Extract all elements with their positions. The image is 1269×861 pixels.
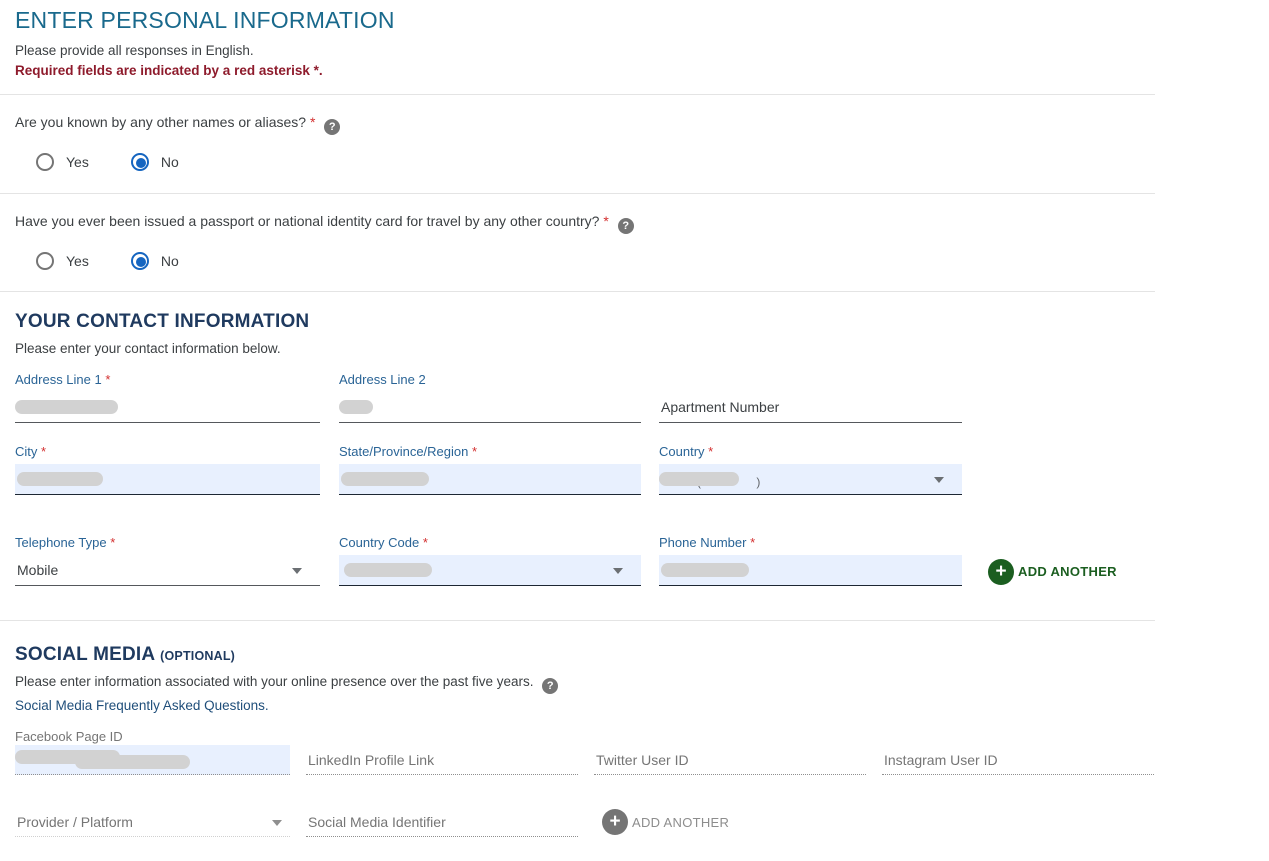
telephone-type-field[interactable]: Telephone Type * Mobile [15, 535, 320, 586]
redacted-value [15, 400, 118, 414]
required-asterisk: * [603, 213, 609, 229]
city-state-country-row: City * State/Province/Region * Country *… [15, 444, 1155, 495]
required-fields-note: Required fields are indicated by a red a… [15, 63, 323, 78]
chevron-down-icon [272, 820, 282, 826]
divider [0, 94, 1155, 95]
redacted-value [75, 755, 190, 769]
redacted-value [344, 563, 432, 577]
country-code-field[interactable]: Country Code * [339, 535, 641, 586]
chevron-down-icon [934, 477, 944, 483]
facebook-input[interactable] [15, 745, 290, 775]
required-asterisk: * [110, 535, 116, 550]
state-field[interactable]: State/Province/Region * [339, 444, 641, 495]
facebook-field[interactable]: Facebook Page ID [15, 729, 290, 775]
address-line1-field[interactable]: Address Line 1 * [15, 372, 320, 423]
radio-yes-label: Yes [66, 154, 89, 170]
other-passport-radio-group: Yes No [36, 251, 1155, 271]
redacted-value [17, 472, 103, 486]
social-identifier-input[interactable]: Social Media Identifier [306, 807, 578, 837]
apartment-field[interactable]: Apartment Number [659, 372, 962, 423]
required-asterisk: * [41, 444, 47, 459]
address-line1-input[interactable] [15, 392, 320, 423]
provider-field[interactable]: Provider / Platform [15, 807, 290, 837]
contact-section-subtitle: Please enter your contact information be… [15, 341, 281, 356]
personal-information-form: ENTER PERSONAL INFORMATION Please provid… [0, 7, 1155, 861]
radio-no[interactable] [130, 153, 149, 171]
city-field[interactable]: City * [15, 444, 320, 495]
redacted-value [339, 400, 373, 414]
radio-no-label: No [160, 154, 179, 170]
telephone-type-select[interactable]: Mobile [15, 555, 320, 586]
address-line2-field[interactable]: Address Line 2 [339, 372, 641, 423]
page-title: ENTER PERSONAL INFORMATION [15, 7, 395, 33]
optional-tag: (OPTIONAL) [160, 649, 236, 663]
apartment-input[interactable]: Apartment Number [659, 392, 962, 423]
required-asterisk: * [708, 444, 714, 459]
redacted-value [661, 563, 749, 577]
address-row: Address Line 1 * Address Line 2 Apartmen… [15, 372, 1155, 423]
redacted-value [659, 472, 739, 486]
telephone-row: Telephone Type * Mobile Country Code * P… [15, 535, 1155, 586]
plus-icon: + [988, 558, 1014, 585]
radio-no[interactable] [130, 252, 149, 270]
country-field[interactable]: Country * ( ) [659, 444, 962, 495]
social-identifier-field[interactable]: Social Media Identifier [306, 807, 578, 837]
chevron-down-icon [613, 568, 623, 574]
required-asterisk: * [471, 444, 478, 459]
linkedin-input[interactable]: LinkedIn Profile Link [306, 745, 578, 775]
question-aliases: Are you known by any other names or alia… [15, 114, 1155, 135]
social-provider-row: Provider / Platform Social Media Identif… [15, 807, 1155, 837]
phone-number-field[interactable]: Phone Number * [659, 535, 962, 586]
linkedin-field[interactable]: LinkedIn Profile Link [306, 729, 578, 775]
contact-section-title: YOUR CONTACT INFORMATION [15, 311, 310, 332]
required-asterisk: * [105, 372, 111, 387]
required-asterisk: * [422, 535, 428, 550]
state-input[interactable] [339, 464, 641, 495]
twitter-field[interactable]: Twitter User ID [594, 729, 866, 775]
add-social-button[interactable]: + ADD ANOTHER [602, 807, 729, 837]
social-faq-link[interactable]: Social Media Frequently Asked Questions. [15, 698, 269, 713]
aliases-radio-group: Yes No [36, 152, 1155, 172]
radio-yes-label: Yes [66, 253, 89, 269]
chevron-down-icon [292, 568, 302, 574]
twitter-input[interactable]: Twitter User ID [594, 745, 866, 775]
divider [0, 291, 1155, 292]
redacted-value [341, 472, 429, 486]
phone-number-input[interactable] [659, 555, 962, 586]
plus-icon: + [602, 809, 628, 835]
social-ids-row: Facebook Page ID LinkedIn Profile Link T… [15, 729, 1155, 775]
help-icon[interactable]: ? [324, 119, 341, 135]
radio-yes[interactable] [36, 252, 54, 270]
country-code-select[interactable] [339, 555, 641, 586]
country-select[interactable]: ( ) [659, 464, 962, 495]
divider [0, 193, 1155, 194]
radio-yes[interactable] [36, 153, 54, 171]
radio-no-label: No [160, 253, 179, 269]
city-input[interactable] [15, 464, 320, 495]
address-line2-input[interactable] [339, 392, 641, 423]
required-asterisk: * [750, 535, 756, 550]
required-asterisk: * [309, 114, 316, 130]
instagram-input[interactable]: Instagram User ID [882, 745, 1154, 775]
add-phone-button[interactable]: + ADD ANOTHER [988, 535, 1117, 586]
social-section-title: SOCIAL MEDIA (OPTIONAL) [15, 644, 236, 665]
instagram-field[interactable]: Instagram User ID [882, 729, 1154, 775]
help-icon[interactable]: ? [542, 678, 559, 694]
english-note: Please provide all responses in English. [15, 43, 254, 58]
divider [0, 620, 1155, 621]
social-description: Please enter information associated with… [15, 674, 1155, 694]
help-icon[interactable]: ? [617, 218, 634, 234]
provider-select[interactable]: Provider / Platform [15, 807, 290, 837]
question-other-passport: Have you ever been issued a passport or … [15, 213, 1155, 234]
